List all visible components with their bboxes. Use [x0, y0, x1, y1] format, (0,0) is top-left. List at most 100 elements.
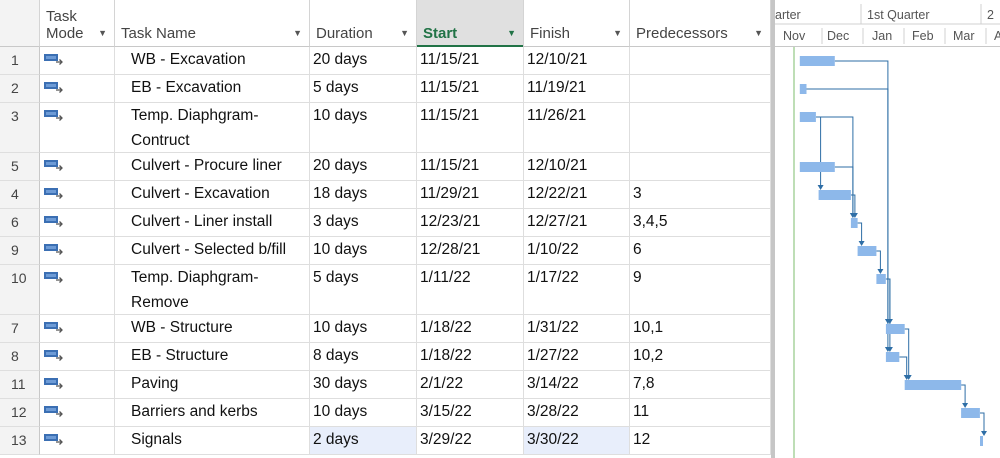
predecessors-cell[interactable] [630, 103, 771, 153]
start-cell[interactable]: 11/15/21 [417, 153, 524, 181]
duration-cell[interactable]: 2 days [310, 427, 417, 455]
finish-cell[interactable]: 3/28/22 [524, 399, 630, 427]
row-header[interactable]: 8 [0, 343, 40, 371]
gantt-bar[interactable] [876, 274, 886, 284]
predecessors-cell[interactable]: 9 [630, 265, 771, 315]
finish-cell[interactable]: 12/10/21 [524, 47, 630, 75]
chevron-down-icon[interactable]: ▼ [400, 28, 409, 38]
row-header[interactable]: 7 [0, 315, 40, 343]
row-header[interactable]: 1 [0, 47, 40, 75]
duration-cell[interactable]: 20 days [310, 153, 417, 181]
finish-cell[interactable]: 1/31/22 [524, 315, 630, 343]
task-name-cell[interactable]: WB - Structure [115, 315, 310, 343]
gantt-bar[interactable] [857, 246, 877, 256]
start-cell[interactable]: 1/11/22 [417, 265, 524, 315]
row-header[interactable]: 12 [0, 399, 40, 427]
task-name-cell[interactable]: EB - Structure [115, 343, 310, 371]
task-mode-cell[interactable] [40, 315, 115, 343]
predecessors-cell[interactable]: 10,1 [630, 315, 771, 343]
task-name-cell[interactable]: Barriers and kerbs [115, 399, 310, 427]
task-name-cell[interactable]: Signals [115, 427, 310, 455]
predecessors-cell[interactable] [630, 47, 771, 75]
finish-cell[interactable]: 3/14/22 [524, 371, 630, 399]
task-mode-cell[interactable] [40, 47, 115, 75]
row-header[interactable]: 2 [0, 75, 40, 103]
task-mode-cell[interactable] [40, 103, 115, 153]
task-name-cell[interactable]: Culvert - Procure liner [115, 153, 310, 181]
column-header-task-name[interactable]: Task Name ▼ [115, 0, 310, 47]
start-cell[interactable]: 2/1/22 [417, 371, 524, 399]
column-header-duration[interactable]: Duration ▼ [310, 0, 417, 47]
gantt-bar[interactable] [799, 112, 816, 122]
finish-cell[interactable]: 11/26/21 [524, 103, 630, 153]
start-cell[interactable]: 11/15/21 [417, 103, 524, 153]
task-name-cell[interactable]: Culvert - Liner install [115, 209, 310, 237]
finish-cell[interactable]: 11/19/21 [524, 75, 630, 103]
predecessors-cell[interactable]: 6 [630, 237, 771, 265]
finish-cell[interactable]: 12/27/21 [524, 209, 630, 237]
gantt-bar[interactable] [980, 436, 983, 446]
gantt-bar[interactable] [818, 190, 851, 200]
start-cell[interactable]: 11/15/21 [417, 47, 524, 75]
select-all-corner[interactable] [0, 0, 40, 47]
start-cell[interactable]: 12/23/21 [417, 209, 524, 237]
task-name-cell[interactable]: Paving [115, 371, 310, 399]
task-name-cell[interactable]: Temp. Diaphgram- Remove [115, 265, 310, 315]
chevron-down-icon[interactable]: ▼ [293, 28, 302, 38]
start-cell[interactable]: 1/18/22 [417, 315, 524, 343]
task-mode-cell[interactable] [40, 237, 115, 265]
gantt-bar[interactable] [799, 84, 807, 94]
column-header-task-mode[interactable]: Task Mode ▼ [40, 0, 115, 47]
start-cell[interactable]: 1/18/22 [417, 343, 524, 371]
duration-cell[interactable]: 3 days [310, 209, 417, 237]
task-mode-cell[interactable] [40, 371, 115, 399]
row-header[interactable]: 13 [0, 427, 40, 455]
predecessors-cell[interactable]: 3 [630, 181, 771, 209]
gantt-bar[interactable] [850, 218, 858, 228]
predecessors-cell[interactable] [630, 153, 771, 181]
duration-cell[interactable]: 18 days [310, 181, 417, 209]
finish-cell[interactable]: 1/27/22 [524, 343, 630, 371]
row-header[interactable]: 10 [0, 265, 40, 315]
gantt-bar[interactable] [885, 352, 900, 362]
row-header[interactable]: 9 [0, 237, 40, 265]
finish-cell[interactable]: 1/10/22 [524, 237, 630, 265]
duration-cell[interactable]: 5 days [310, 265, 417, 315]
row-header[interactable]: 5 [0, 153, 40, 181]
task-mode-cell[interactable] [40, 427, 115, 455]
task-mode-cell[interactable] [40, 209, 115, 237]
gantt-bar[interactable] [799, 162, 835, 172]
predecessors-cell[interactable]: 12 [630, 427, 771, 455]
duration-cell[interactable]: 10 days [310, 399, 417, 427]
row-header[interactable]: 4 [0, 181, 40, 209]
duration-cell[interactable]: 10 days [310, 237, 417, 265]
chevron-down-icon[interactable]: ▼ [98, 28, 107, 38]
row-header[interactable]: 11 [0, 371, 40, 399]
gantt-bar[interactable] [799, 56, 835, 66]
finish-cell[interactable]: 12/22/21 [524, 181, 630, 209]
start-cell[interactable]: 3/29/22 [417, 427, 524, 455]
task-name-cell[interactable]: Culvert - Excavation [115, 181, 310, 209]
duration-cell[interactable]: 10 days [310, 315, 417, 343]
duration-cell[interactable]: 8 days [310, 343, 417, 371]
duration-cell[interactable]: 10 days [310, 103, 417, 153]
chevron-down-icon[interactable]: ▼ [507, 28, 516, 38]
gantt-bar[interactable] [885, 324, 905, 334]
row-header[interactable]: 6 [0, 209, 40, 237]
chevron-down-icon[interactable]: ▼ [754, 28, 763, 38]
task-mode-cell[interactable] [40, 399, 115, 427]
predecessors-cell[interactable]: 11 [630, 399, 771, 427]
task-mode-cell[interactable] [40, 265, 115, 315]
start-cell[interactable]: 11/15/21 [417, 75, 524, 103]
column-header-finish[interactable]: Finish ▼ [524, 0, 630, 47]
task-mode-cell[interactable] [40, 181, 115, 209]
gantt-bar[interactable] [904, 380, 962, 390]
predecessors-cell[interactable]: 7,8 [630, 371, 771, 399]
predecessors-cell[interactable]: 3,4,5 [630, 209, 771, 237]
view-splitter[interactable] [771, 0, 775, 458]
duration-cell[interactable]: 30 days [310, 371, 417, 399]
duration-cell[interactable]: 20 days [310, 47, 417, 75]
task-name-cell[interactable]: Temp. Diaphgram- Contruct [115, 103, 310, 153]
finish-cell[interactable]: 3/30/22 [524, 427, 630, 455]
task-name-cell[interactable]: EB - Excavation [115, 75, 310, 103]
